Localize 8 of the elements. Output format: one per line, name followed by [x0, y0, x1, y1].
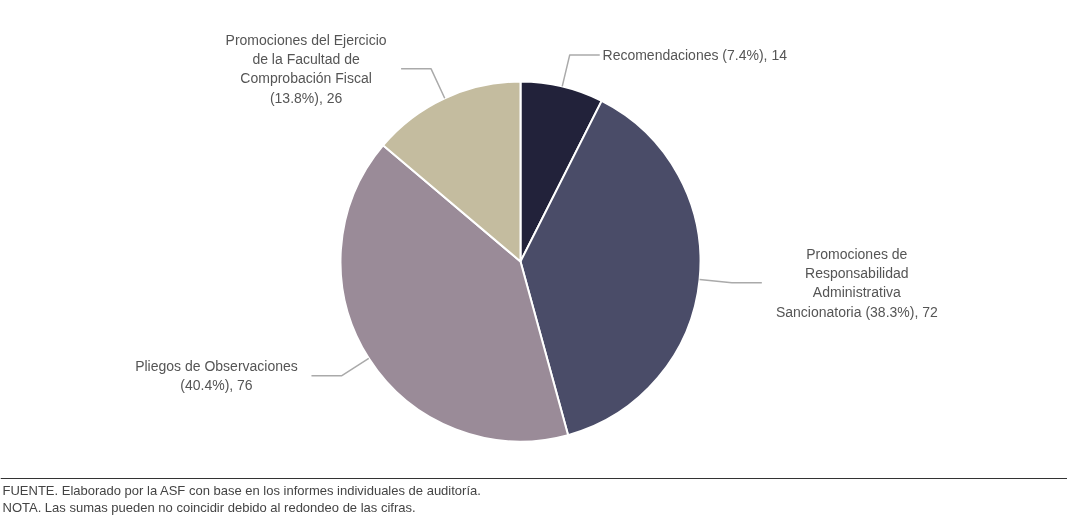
slice-label: Promociones de Responsabilidad Administrativa Sancionatoria (38.3%), 72 — [775, 245, 938, 320]
slice-label: Recomendaciones (7.4%), 14 — [602, 46, 788, 63]
data-label: (40.4%), 76 — [180, 377, 253, 394]
source-note: FUENTE. Elaborado por la ASF con base en los informes individuales de auditoría. — [2, 483, 481, 498]
text: NOTA. Las sumas pueden no coincidir debido al redondeo de las cifras. — [2, 500, 416, 515]
data-label: (13.8%), 26 — [269, 89, 343, 106]
slice-label: Pliegos de Observaciones — [135, 358, 298, 375]
slice-label: Promociones del Ejercicio de la Facultad de Comprobación Fiscal — [225, 32, 387, 87]
